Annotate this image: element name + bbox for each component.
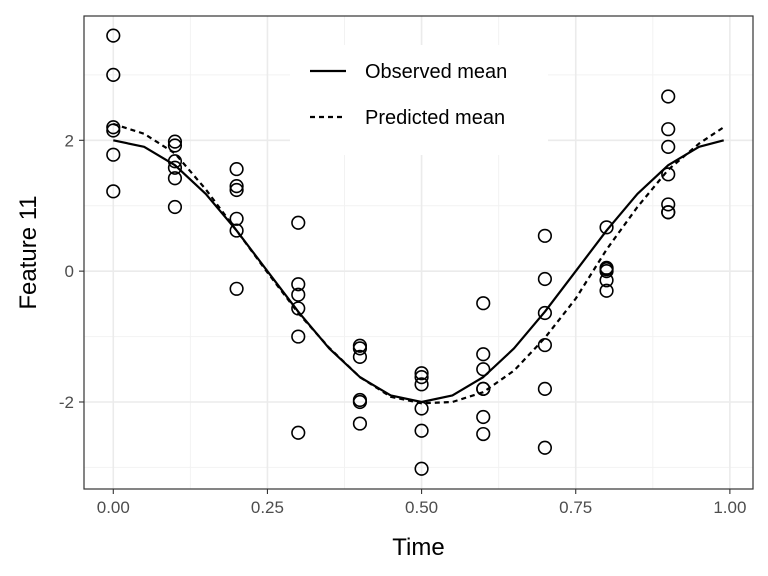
data-point — [167, 160, 183, 175]
x-tick-label: 0.25 — [251, 498, 284, 517]
panel-border — [83, 15, 754, 490]
data-point — [599, 273, 614, 288]
x-axis-title: Time — [392, 534, 444, 561]
data-point — [229, 223, 244, 238]
data-point — [476, 409, 491, 425]
data-point — [476, 381, 491, 397]
data-point — [476, 296, 491, 311]
data-point — [229, 178, 244, 194]
data-point — [352, 416, 368, 431]
data-point — [537, 228, 553, 243]
data-point — [291, 215, 306, 230]
data-point — [229, 211, 244, 226]
data-point — [537, 440, 553, 455]
data-point — [476, 347, 491, 362]
data-point — [414, 366, 429, 381]
data-point — [414, 423, 429, 438]
x-tick-label: 0.00 — [97, 498, 130, 517]
data-point — [167, 199, 183, 215]
data-point — [537, 337, 553, 353]
legend-label-observed-mean: Observed mean — [365, 61, 507, 83]
data-point — [476, 426, 491, 442]
y-tick-label: 2 — [65, 131, 74, 150]
data-point — [106, 147, 121, 162]
points-layer — [106, 28, 676, 476]
data-point — [291, 277, 306, 292]
data-point — [352, 341, 368, 356]
predicted-mean-line — [112, 122, 725, 405]
data-point — [229, 182, 244, 198]
data-point — [352, 394, 368, 410]
data-point — [414, 401, 429, 416]
data-point — [661, 89, 676, 104]
data-point — [661, 205, 676, 220]
data-point — [414, 461, 429, 476]
y-axis-title: Feature 11 — [15, 195, 42, 309]
axes: 0.00 0.25 0.50 0.75 1.00 -2 0 2 — [59, 131, 747, 517]
legend-label-predicted-mean: Predicted mean — [365, 107, 505, 129]
data-point — [352, 349, 368, 364]
legend-background — [290, 45, 548, 155]
data-point — [106, 67, 121, 82]
x-tick-label: 1.00 — [713, 498, 746, 517]
y-tick-label: -2 — [59, 393, 74, 412]
legend: Observed mean Predicted mean — [290, 45, 548, 155]
data-point — [661, 167, 676, 182]
data-point — [599, 220, 614, 235]
data-point — [106, 28, 121, 43]
data-point — [414, 377, 429, 392]
data-point — [167, 171, 183, 186]
data-point — [106, 184, 121, 199]
data-point — [167, 138, 183, 153]
data-point — [167, 134, 183, 149]
data-point — [414, 370, 429, 385]
data-point — [661, 122, 676, 137]
data-point — [291, 301, 306, 316]
data-point — [537, 271, 553, 287]
data-point — [229, 161, 244, 177]
data-point — [661, 139, 676, 154]
data-point — [599, 262, 614, 277]
data-point — [106, 123, 121, 138]
x-tick-label: 0.75 — [559, 498, 592, 517]
data-point — [291, 329, 306, 344]
data-point — [661, 197, 676, 212]
data-point — [599, 283, 614, 298]
data-point — [537, 305, 553, 321]
data-point — [291, 425, 306, 440]
data-point — [167, 154, 183, 169]
data-point — [229, 281, 244, 296]
y-tick-label: 0 — [65, 262, 74, 281]
data-point — [537, 381, 553, 397]
x-tick-label: 0.50 — [405, 498, 438, 517]
data-point — [291, 287, 306, 302]
data-point — [476, 362, 491, 377]
